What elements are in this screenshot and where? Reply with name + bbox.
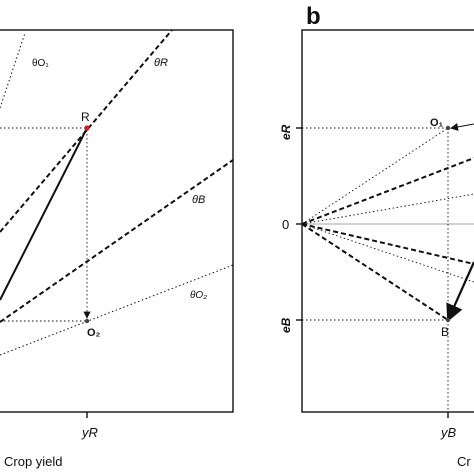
theta-o1-line	[0, 32, 26, 109]
solid-arrow-to-b	[446, 261, 474, 323]
lower-dashed-line	[302, 223, 474, 265]
theta-o2-line	[0, 264, 233, 356]
theta-r-label: θR	[154, 57, 168, 69]
point-r	[84, 125, 90, 131]
origin-to-o1-dotted	[302, 127, 449, 225]
point-o1	[445, 125, 451, 131]
solid-segment-to-r	[0, 127, 88, 301]
panel-b-letter: b	[306, 3, 321, 30]
x-tick-yr-label: yR	[81, 425, 98, 440]
o1-arrow	[450, 122, 474, 131]
panel-b: b	[279, 3, 474, 469]
theta-o2-label: θO₂	[190, 290, 207, 301]
point-b-label: B	[441, 325, 449, 339]
panel-a-frame	[0, 29, 234, 413]
point-r-label: R	[81, 110, 90, 124]
theta-b-label: θB	[192, 194, 205, 206]
point-o2-label: O₂	[87, 327, 101, 339]
upper-dashed-line	[302, 157, 474, 225]
x-axis-label-b-fragment: Cr	[457, 454, 471, 469]
point-o1-label: O₁	[430, 117, 444, 129]
origin-to-b-dashed	[302, 223, 449, 321]
y-tick-er-label: eR	[279, 124, 293, 140]
y-tick-eb-label: eB	[279, 317, 293, 333]
theta-b-line	[0, 159, 233, 323]
panel-a: θO₁ θR θB θO₂ R O₂ yR Crop yield	[0, 29, 234, 469]
x-axis-label-a: Crop yield	[4, 454, 63, 469]
panel-b-frame	[301, 29, 474, 413]
upper-dotted-line	[302, 193, 474, 225]
point-b	[445, 317, 451, 323]
y-tick-zero-label: 0	[282, 217, 289, 232]
x-tick-yb-label: yB	[440, 425, 457, 440]
theta-o1-label: θO₁	[32, 58, 49, 69]
point-o2	[84, 318, 90, 324]
